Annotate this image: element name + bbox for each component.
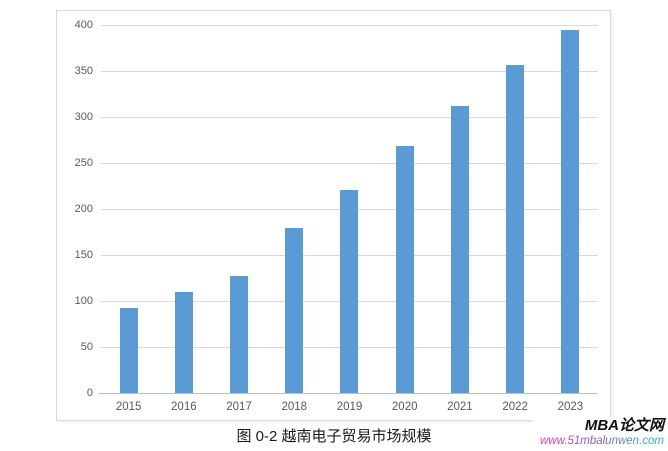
bar-2019 <box>340 189 359 393</box>
plot-area <box>98 25 598 394</box>
x-axis-tick-label-2023: 2023 <box>557 401 584 413</box>
x-axis-line <box>98 393 598 394</box>
bar-column-2022 <box>488 25 543 393</box>
bar-column-2023 <box>543 25 598 393</box>
watermark-site-name: MBA论文网 <box>584 417 664 434</box>
bar-2023 <box>561 29 580 393</box>
bar-2017 <box>230 276 249 393</box>
y-axis-tick-label-300: 300 <box>74 111 93 123</box>
x-axis: 2015 2016 2017 2018 2019 2020 2021 2022 2023 <box>101 401 598 413</box>
bar-2015 <box>119 308 138 393</box>
bar-column-2016 <box>156 25 211 393</box>
chart-panel: 400 350 300 250 200 150 100 50 0 2015 2016 2017 201… <box>56 10 611 421</box>
gridline-250 <box>101 163 598 164</box>
bar-column-2018 <box>267 25 322 393</box>
x-axis-tick-label-2020: 2020 <box>391 401 418 413</box>
y-axis-tick-label-350: 350 <box>74 65 93 77</box>
gridline-300 <box>101 117 598 118</box>
watermark-site-url: www.51mbalunwen.com <box>539 434 664 447</box>
bar-column-2015 <box>101 25 156 393</box>
bar-2021 <box>450 105 469 393</box>
y-axis-tick-label-250: 250 <box>74 157 93 169</box>
bar-column-2020 <box>377 25 432 393</box>
chart-caption: 图 0-2 越南电子贸易市场规模 <box>236 428 432 445</box>
x-axis-tick-label-2017: 2017 <box>226 401 252 413</box>
y-axis-tick-label-50: 50 <box>80 341 93 353</box>
x-axis-tick-label-2015: 2015 <box>115 401 142 413</box>
watermark: MBA论文网 www.51mbalunwen.com <box>531 417 666 449</box>
bar-2020 <box>395 146 414 393</box>
bar-column-2021 <box>432 25 487 393</box>
gridline-350 <box>101 71 598 72</box>
x-axis-tick-label-2021: 2021 <box>447 401 473 413</box>
gridline-400 <box>101 25 598 26</box>
bar-column-2019 <box>322 25 377 393</box>
y-axis-tick-label-200: 200 <box>74 203 93 215</box>
y-axis-tick-label-100: 100 <box>74 295 93 307</box>
x-axis-tick-label-2022: 2022 <box>502 401 528 413</box>
bar-column-2017 <box>211 25 266 393</box>
x-axis-tick-label-2016: 2016 <box>171 401 197 413</box>
y-axis-tick-label-150: 150 <box>74 249 93 261</box>
bar-2022 <box>506 65 525 393</box>
y-axis-tick-label-400: 400 <box>74 19 93 31</box>
bars-layer <box>101 25 598 393</box>
y-axis-tick-label-0: 0 <box>86 387 93 399</box>
x-axis-tick-label-2019: 2019 <box>336 401 363 413</box>
bar-2016 <box>174 291 193 393</box>
x-axis-tick-label-2018: 2018 <box>281 401 308 413</box>
bar-2018 <box>285 228 304 393</box>
